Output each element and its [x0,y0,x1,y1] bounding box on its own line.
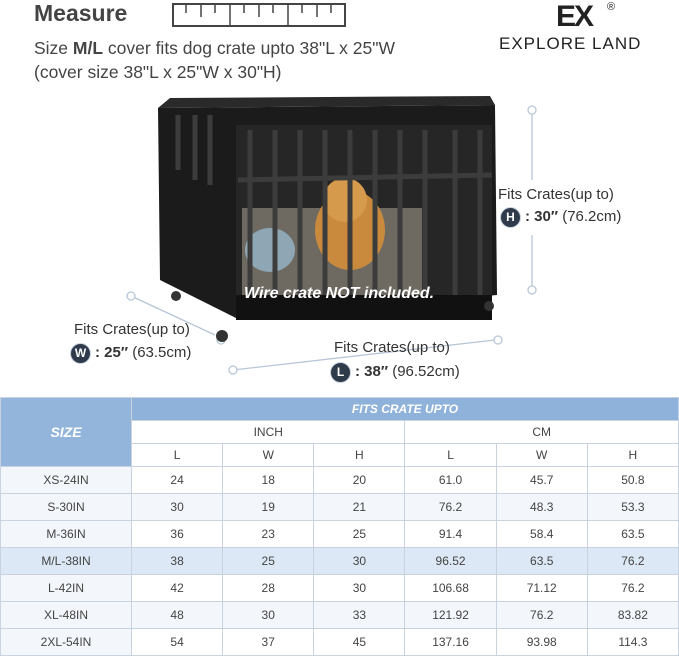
value-cell: 61.0 [404,466,497,494]
badge: H [500,207,521,228]
metric: (76.2cm) [558,208,622,225]
value: : 25″ [95,344,129,361]
table-row: M-36IN 36 23 25 91.4 58.4 63.5 [0,520,679,548]
table-row: XS-24IN 24 18 20 61.0 45.7 50.8 [0,466,679,494]
column-header: H [586,443,679,467]
badge: L [330,362,351,383]
size-cell: XL-48IN [0,601,132,629]
title: Measure [34,0,128,26]
value-cell: 91.4 [404,520,497,548]
table-row: 2XL-54IN 54 37 45 137.16 93.98 114.3 [0,628,679,656]
value-cell: 76.2 [586,574,679,602]
value-cell: 25 [313,520,406,548]
header-row: INCH CM [1,420,679,444]
table-row: XL-48IN 48 30 33 121.92 76.2 83.82 [0,601,679,629]
text: cover fits dog crate upto 38"L x 25"W [103,38,395,58]
text-bold: M/L [72,38,104,58]
size-header: SIZE [0,397,132,467]
size-table: SIZE FITS CRATE UPTO INCH CM L W H L W H XS-24IN 24… [0,397,679,656]
length-label: Fits Crates(up to) [334,339,450,356]
size-cell: L-42IN [0,574,132,602]
value-cell: 121.92 [404,601,497,629]
value-cell: 106.68 [404,574,497,602]
size-cell: XS-24IN [0,466,132,494]
value-cell: 93.98 [495,628,588,656]
value-cell: 53.3 [586,493,679,521]
table-row: M/L-38IN 38 25 30 96.52 63.5 76.2 [0,547,679,575]
metric: (63.5cm) [128,344,192,361]
size-cell: 2XL-54IN [0,628,132,656]
value-cell: 37 [222,628,315,656]
column-header: L [130,443,224,467]
unit-header: INCH [130,420,406,444]
value-cell: 24 [130,466,224,494]
value-cell: 63.5 [586,520,679,548]
value-cell: 71.12 [495,574,588,602]
length-value: L: 38″ (96.52cm) [330,362,460,383]
logo-name: EXPLORE LAND [499,34,642,53]
column-header: W [495,443,588,467]
value-cell: 28 [222,574,315,602]
value-cell: 45 [313,628,406,656]
size-cell: S-30IN [0,493,132,521]
value-cell: 76.2 [495,601,588,629]
value-cell: 45.7 [495,466,588,494]
ruler-icon [172,3,346,27]
description-line: Size M/L cover fits dog crate upto 38"L … [34,38,395,59]
column-header: H [313,443,406,467]
value-cell: 21 [313,493,406,521]
text: Size [34,38,73,58]
value-cell: 30 [313,547,406,575]
description-line: (cover size 38"L x 25"W x 30"H) [34,62,282,82]
height-value: H: 30″ (76.2cm) [500,207,621,228]
value: : 30″ [525,208,559,225]
value-cell: 38 [130,547,224,575]
logo-mark: EX [556,0,594,33]
value-cell: 25 [222,547,315,575]
value-cell: 42 [130,574,224,602]
value-cell: 19 [222,493,315,521]
value-cell: 30 [313,574,406,602]
column-header: L [404,443,497,467]
value-cell: 76.2 [404,493,497,521]
value-cell: 48 [130,601,224,629]
width-label: Fits Crates(up to) [74,321,190,338]
value-cell: 50.8 [586,466,679,494]
table-row: S-30IN 30 19 21 76.2 48.3 53.3 [0,493,679,521]
value-cell: 23 [222,520,315,548]
value: : 38″ [355,363,389,380]
value-cell: 58.4 [495,520,588,548]
value-cell: 33 [313,601,406,629]
width-value: W: 25″ (63.5cm) [70,343,191,364]
value-cell: 76.2 [586,547,679,575]
size-cell: M-36IN [0,520,132,548]
size-cell: M/L-38IN [0,547,132,575]
logo-registered: ® [607,1,616,13]
unit-header: CM [404,420,679,444]
height-label: Fits Crates(up to) [498,186,614,203]
metric: (96.52cm) [388,363,460,380]
value-cell: 114.3 [586,628,679,656]
header-row: SIZE FITS CRATE UPTO [0,397,679,467]
value-cell: 30 [222,601,315,629]
group-header: FITS CRATE UPTO [131,397,679,421]
value-cell: 54 [130,628,224,656]
value-cell: 18 [222,466,315,494]
product-image: Wire crate NOT included. [126,96,537,375]
value-cell: 63.5 [495,547,588,575]
table-row: L-42IN 42 28 30 106.68 71.12 76.2 [0,574,679,602]
column-header: W [222,443,315,467]
value-cell: 20 [313,466,406,494]
value-cell: 36 [130,520,224,548]
badge: W [70,343,91,364]
value-cell: 30 [130,493,224,521]
image-caption: Wire crate NOT included. [244,285,434,302]
value-cell: 83.82 [586,601,679,629]
value-cell: 48.3 [495,493,588,521]
value-cell: 137.16 [404,628,497,656]
value-cell: 96.52 [404,547,497,575]
